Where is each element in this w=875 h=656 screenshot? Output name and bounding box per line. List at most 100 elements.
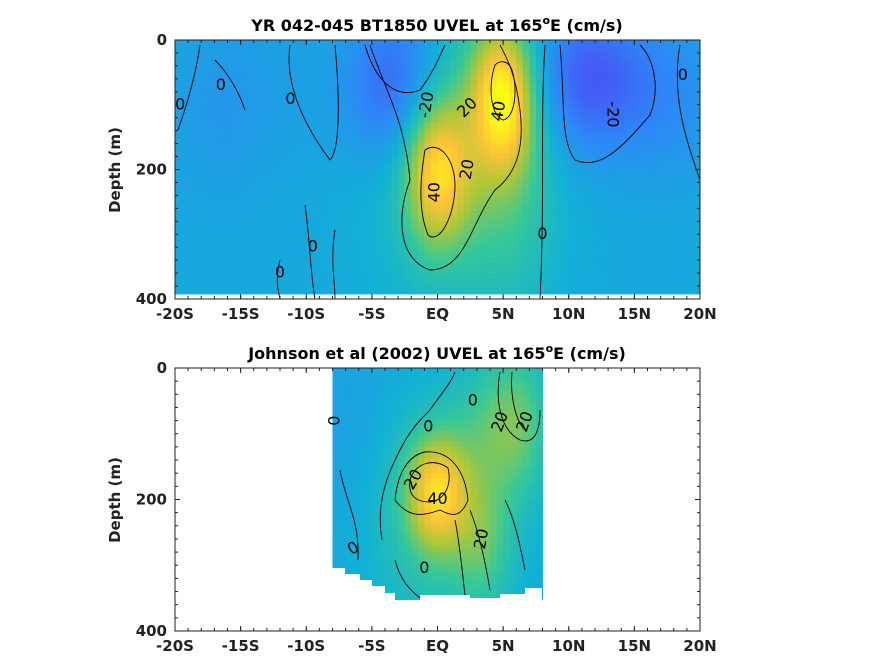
heatmap-cell	[253, 60, 261, 67]
heatmap-cell	[201, 102, 209, 108]
heatmap-cell	[339, 159, 347, 165]
heatmap-cell	[371, 389, 380, 395]
heatmap-cell	[634, 148, 642, 155]
heatmap-cell	[654, 60, 662, 67]
heatmap-cell	[680, 252, 688, 259]
heatmap-cell	[352, 76, 360, 83]
heatmap-cell	[411, 404, 419, 411]
heatmap-cell	[463, 81, 471, 88]
heatmap-cell	[339, 520, 347, 527]
heatmap-cell	[306, 81, 314, 88]
heatmap-cell	[516, 221, 524, 228]
heatmap-cell	[476, 138, 485, 145]
heatmap-cell	[463, 40, 471, 46]
heatmap-cell	[542, 164, 550, 171]
heatmap-cell	[568, 236, 576, 243]
heatmap-cell	[444, 200, 452, 207]
heatmap-cell	[608, 185, 616, 191]
heatmap-cell	[490, 179, 498, 186]
heatmap-cell	[417, 546, 425, 553]
heatmap-cell	[404, 262, 412, 269]
heatmap-cell	[227, 102, 235, 108]
heatmap-cell	[280, 148, 288, 155]
heatmap-cell	[601, 86, 609, 93]
heatmap-cell	[634, 143, 642, 150]
heatmap-cell	[457, 252, 465, 259]
heatmap-cell	[247, 210, 255, 217]
heatmap-cell	[660, 231, 668, 238]
heatmap-cell	[634, 273, 642, 279]
heatmap-cell	[496, 128, 504, 134]
heatmap-cell	[444, 86, 452, 93]
heatmap-cell	[595, 216, 603, 222]
heatmap-cell	[352, 410, 360, 416]
heatmap-cell	[280, 174, 288, 181]
heatmap-cell	[201, 50, 209, 57]
heatmap-cell	[411, 515, 419, 522]
heatmap-cell	[568, 273, 576, 279]
heatmap-cell	[339, 55, 347, 62]
heatmap-cell	[371, 525, 380, 532]
heatmap-cell	[175, 65, 183, 72]
heatmap-cell	[371, 283, 380, 290]
heatmap-cell	[417, 117, 425, 124]
heatmap-cell	[345, 112, 353, 119]
heatmap-cell	[299, 247, 307, 253]
heatmap-cell	[588, 242, 596, 248]
heatmap-cell	[588, 221, 596, 228]
heatmap-cell	[404, 190, 412, 196]
heatmap-cell	[529, 45, 537, 51]
heatmap-cell	[450, 567, 458, 574]
heatmap-cell	[424, 420, 432, 427]
heatmap-cell	[424, 520, 432, 527]
heatmap-cell	[325, 226, 334, 233]
heatmap-cell	[581, 278, 590, 285]
heatmap-cell	[660, 226, 668, 233]
heatmap-cell	[535, 205, 544, 212]
heatmap-cell	[273, 71, 281, 77]
heatmap-cell	[660, 169, 668, 176]
heatmap-cell	[424, 473, 432, 480]
heatmap-cell	[227, 96, 235, 103]
heatmap-cell	[483, 117, 491, 124]
heatmap-cell	[417, 552, 425, 558]
heatmap-cell	[660, 40, 668, 46]
heatmap-cell	[411, 583, 419, 590]
heatmap-cell	[371, 117, 380, 124]
heatmap-cell	[365, 143, 373, 150]
heatmap-cell	[411, 536, 419, 543]
heatmap-cell	[207, 179, 215, 186]
heatmap-cell	[457, 278, 465, 285]
heatmap-cell	[522, 76, 530, 83]
heatmap-cell	[385, 159, 393, 165]
heatmap-cell	[253, 195, 261, 202]
heatmap-cell	[286, 60, 294, 67]
heatmap-cell	[542, 128, 550, 134]
heatmap-cell	[391, 467, 399, 474]
heatmap-cell	[385, 247, 393, 253]
heatmap-cell	[214, 45, 222, 51]
heatmap-cell	[450, 446, 458, 453]
heatmap-cell	[404, 133, 412, 140]
heatmap-cell	[240, 65, 248, 72]
heatmap-cell	[476, 71, 485, 77]
heatmap-cell	[516, 273, 524, 279]
heatmap-cell	[575, 169, 583, 176]
heatmap-cell	[345, 107, 353, 114]
heatmap-cell	[214, 169, 222, 176]
heatmap-cell	[332, 210, 340, 217]
heatmap-cell	[437, 488, 445, 495]
heatmap-cell	[398, 40, 406, 46]
heatmap-cell	[450, 394, 458, 401]
heatmap-cell	[312, 226, 320, 233]
heatmap-cell	[640, 231, 649, 238]
heatmap-cell	[345, 148, 353, 155]
heatmap-cell	[398, 410, 406, 416]
heatmap-cell	[588, 143, 596, 150]
heatmap-cell	[601, 179, 609, 186]
heatmap-cell	[673, 148, 681, 155]
heatmap-cell	[476, 273, 485, 279]
heatmap-cell	[227, 236, 235, 243]
heatmap-cell	[417, 410, 425, 416]
heatmap-cell	[581, 190, 590, 196]
